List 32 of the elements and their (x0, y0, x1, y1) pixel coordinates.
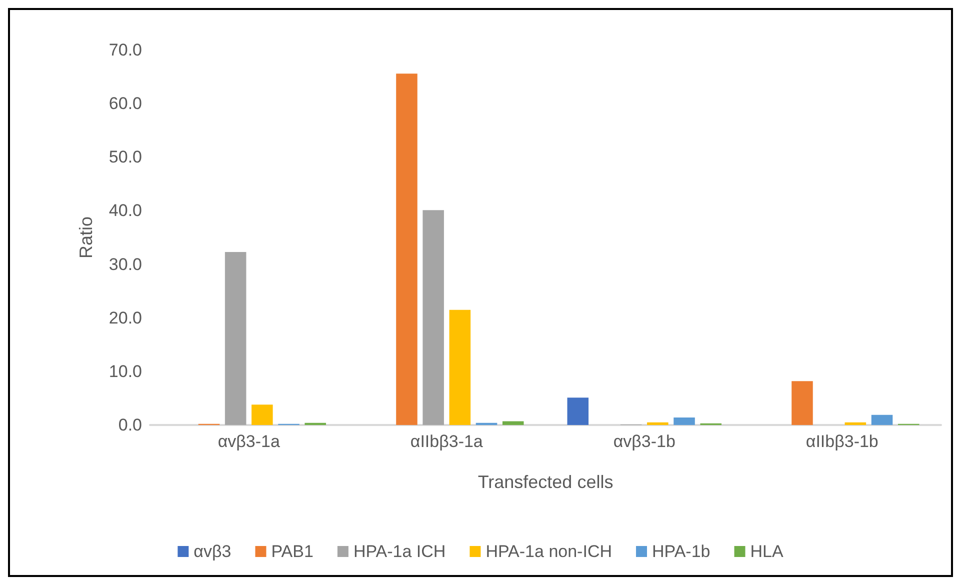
bar (224, 252, 246, 425)
bar (674, 418, 695, 425)
x-axis-title: Transfected cells (478, 472, 614, 492)
y-tick-label: 60.0 (108, 94, 142, 114)
x-tick-label: αIIbβ3-1a (410, 432, 484, 451)
y-tick-label: 0.0 (118, 416, 142, 434)
x-tick-label: αvβ3-1b (613, 432, 676, 451)
y-tick-label: 10.0 (108, 362, 142, 381)
legend-label: HPA-1a non-ICH (486, 542, 612, 561)
legend-label: HPA-1a ICH (353, 542, 446, 561)
bar (567, 398, 589, 425)
bar (449, 310, 471, 425)
y-tick-label: 50.0 (108, 148, 142, 167)
legend-label: HLA (750, 542, 784, 561)
bar (502, 421, 524, 425)
x-tick-label: αvβ3-1a (218, 432, 280, 451)
y-tick-label: 30.0 (108, 254, 142, 274)
legend-label: HPA-1b (652, 542, 710, 561)
legend-label: αvβ3 (194, 542, 232, 561)
bar (792, 381, 813, 425)
bar (647, 422, 668, 425)
y-tick-label: 40.0 (108, 201, 142, 220)
y-tick-label: 70.0 (108, 40, 142, 60)
x-tick-label: αIIbβ3-1b (806, 432, 878, 451)
bar (871, 414, 893, 425)
bar (396, 74, 418, 425)
bar (844, 422, 866, 425)
bar (422, 210, 444, 425)
y-tick-label: 20.0 (108, 308, 142, 328)
bar (252, 404, 273, 425)
y-axis-title: Ratio (76, 216, 96, 259)
legend-label: PAB1 (271, 542, 314, 561)
